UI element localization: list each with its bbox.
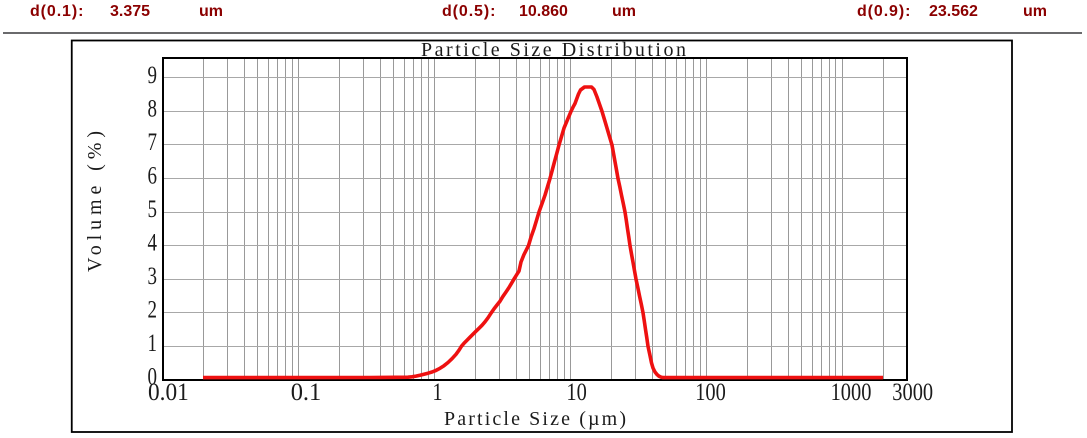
svg-text:6: 6 <box>148 162 158 189</box>
svg-text:d(0.9):: d(0.9): <box>857 3 911 20</box>
svg-text:0.01: 0.01 <box>148 379 189 406</box>
svg-text:4: 4 <box>148 230 158 257</box>
svg-text:3: 3 <box>148 263 158 290</box>
svg-text:Particle Size (µm): Particle Size (µm) <box>444 408 626 430</box>
svg-text:0: 0 <box>148 364 158 391</box>
svg-text:3.375: 3.375 <box>110 3 150 20</box>
svg-text:5: 5 <box>148 196 158 223</box>
svg-text:1000: 1000 <box>831 379 872 406</box>
svg-text:7: 7 <box>148 129 158 156</box>
svg-text:2: 2 <box>148 297 158 324</box>
svg-text:3000: 3000 <box>892 379 933 406</box>
svg-text:1: 1 <box>148 330 158 357</box>
svg-text:23.562: 23.562 <box>929 3 978 20</box>
svg-text:8: 8 <box>148 95 158 122</box>
svg-text:um: um <box>199 3 223 20</box>
svg-text:d(0.5):: d(0.5): <box>442 3 496 20</box>
svg-text:10.860: 10.860 <box>519 3 568 20</box>
svg-text:um: um <box>612 3 636 20</box>
svg-text:0.1: 0.1 <box>291 379 322 406</box>
svg-text:1: 1 <box>432 379 442 406</box>
svg-text:100: 100 <box>695 379 726 406</box>
svg-text:10: 10 <box>566 379 586 406</box>
svg-text:Particle Size Distribution: Particle Size Distribution <box>421 39 686 61</box>
svg-text:9: 9 <box>148 62 158 89</box>
svg-text:d(0.1):: d(0.1): <box>30 3 84 20</box>
svg-text:um: um <box>1023 3 1047 20</box>
svg-text:Volume (%): Volume (%) <box>84 131 106 272</box>
